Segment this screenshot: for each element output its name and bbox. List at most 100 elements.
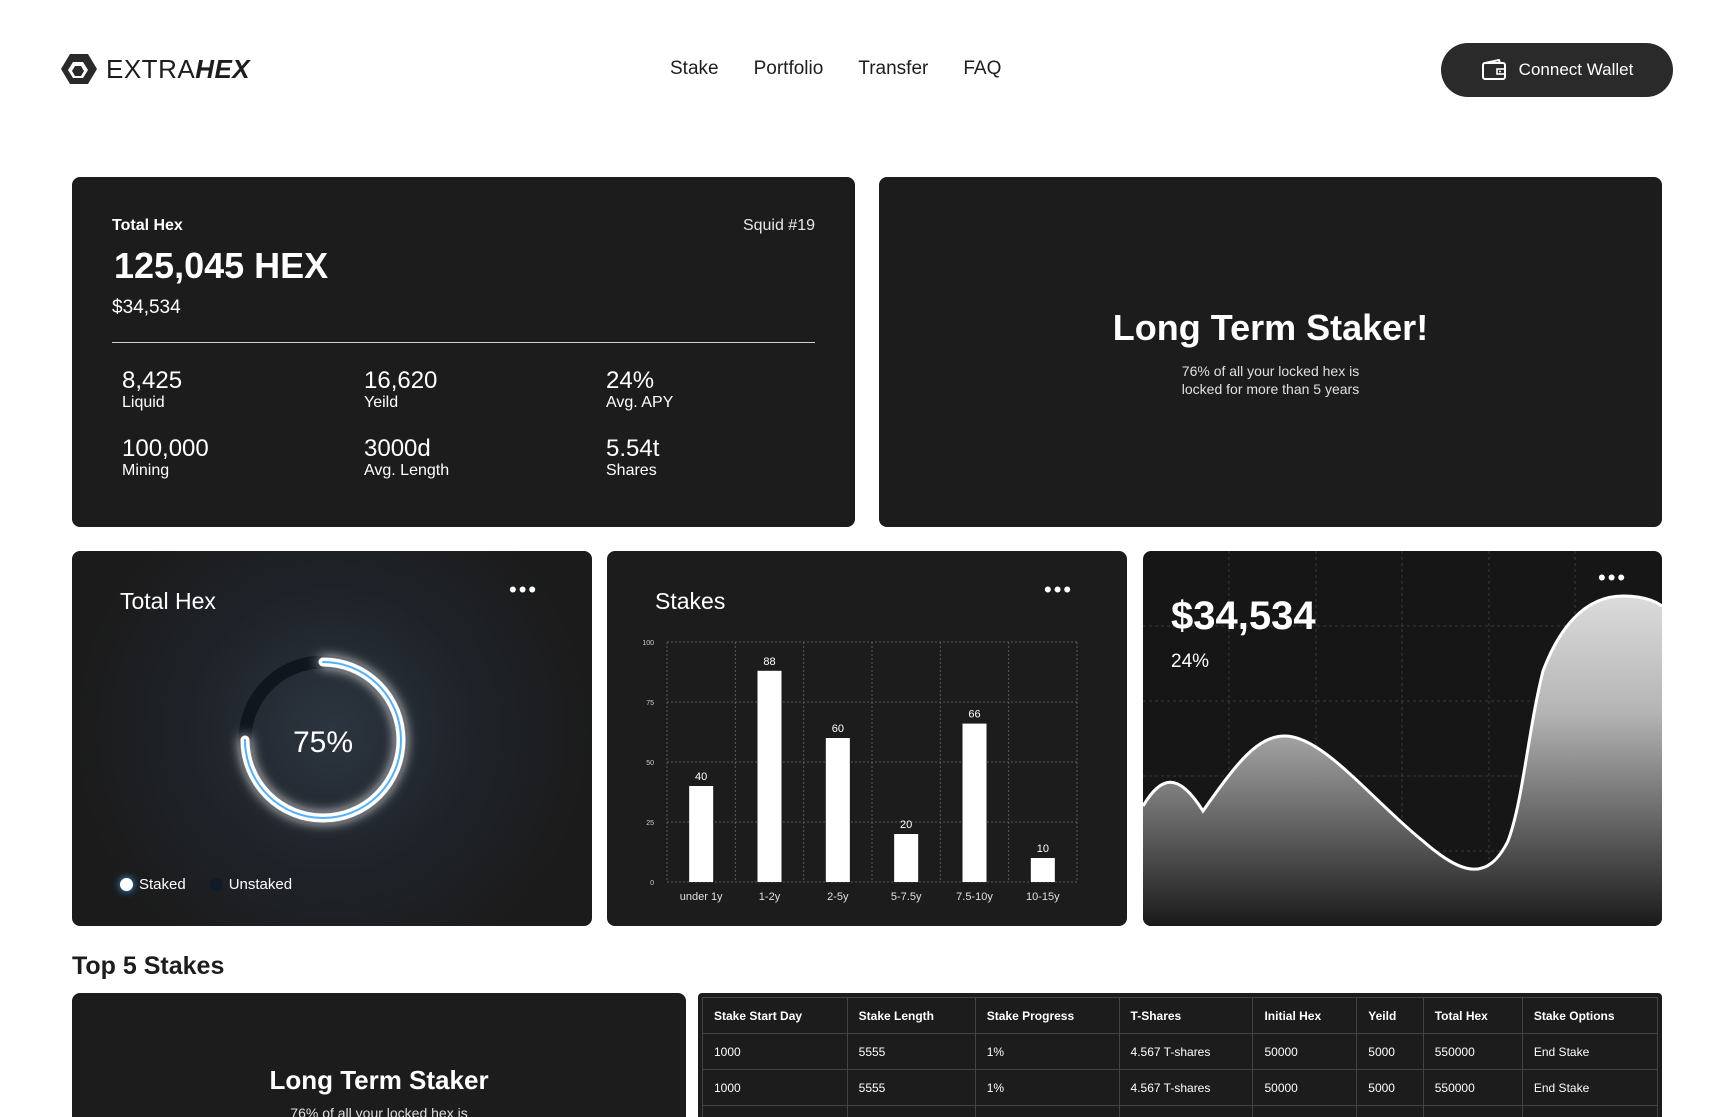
table-cell: 4.567 T-shares [1118, 1105, 1254, 1117]
top-stakes-table-container: Stake Start Day Stake Length Stake Progr… [698, 993, 1662, 1117]
nav-transfer[interactable]: Transfer [858, 58, 929, 79]
donut-staked-arc-glow [244, 661, 402, 819]
table-row: 1000 5555 1% 4.567 T-shares 50000 5000 5… [702, 1105, 1659, 1117]
stat-avg-apy: 24% Avg. APY [606, 368, 673, 412]
total-hex-amount: 125,045 HEX [114, 245, 329, 286]
legend-label: Staked [139, 876, 186, 893]
area-percent: 24% [1171, 651, 1210, 672]
table-cell: 4.567 T-shares [1118, 1069, 1254, 1106]
bottom-staker-title: Long Term Staker [269, 1065, 489, 1095]
divider [112, 342, 815, 343]
end-stake-button[interactable]: End Stake [1521, 1033, 1659, 1070]
area-fill [1143, 596, 1662, 926]
donut-chart: 75% [238, 655, 408, 825]
end-stake-button[interactable]: End Stake [1521, 1069, 1659, 1106]
area-value: $34,534 [1171, 594, 1316, 638]
value-area-chart [1143, 551, 1662, 926]
connect-wallet-button[interactable]: Connect Wallet [1441, 43, 1673, 97]
table-cell: 50000 [1252, 1069, 1358, 1106]
column-header: T-Shares [1118, 997, 1254, 1034]
x-tick-label: 7.5-10y [956, 891, 993, 903]
table-cell: 550000 [1422, 1033, 1523, 1070]
x-tick-label: 2-5y [827, 891, 849, 903]
table-cell: 4.567 T-shares [1118, 1033, 1254, 1070]
y-tick-label: 100 [642, 640, 654, 647]
legend-staked: Staked [120, 876, 186, 893]
y-tick-label: 50 [646, 760, 654, 767]
bar-value-label: 20 [900, 819, 912, 831]
donut-title: Total Hex [120, 588, 216, 614]
x-tick-label: 5-7.5y [891, 891, 922, 903]
table-row: 1000 5555 1% 4.567 T-shares 50000 5000 5… [702, 1069, 1659, 1106]
table-cell: 5555 [846, 1033, 976, 1070]
stat-label: Yeild [364, 394, 399, 411]
table-cell: 5555 [846, 1105, 976, 1117]
table-cell: 550000 [1422, 1105, 1523, 1117]
bar-value-label: 60 [832, 723, 844, 735]
bars-title: Stakes [655, 588, 726, 614]
table-cell: 5000 [1356, 1105, 1424, 1117]
table-cell: 1000 [702, 1069, 848, 1106]
bar-value-label: 40 [695, 771, 707, 783]
table-cell: 1% [974, 1033, 1120, 1070]
stat-value: 5.54t [606, 435, 660, 462]
total-hex-donut-card: Total Hex ••• 75% Staked Unstaked [72, 551, 592, 926]
brand-name: EXTRAHEX [106, 53, 251, 84]
table-cell: 5000 [1356, 1033, 1424, 1070]
more-options-icon[interactable]: ••• [1598, 565, 1628, 590]
area-line [1143, 594, 1662, 871]
table-cell: 550000 [1422, 1069, 1523, 1106]
bar-value-label: 66 [968, 709, 980, 721]
bar-value-label: 88 [763, 656, 775, 668]
staked-dot-icon [120, 878, 133, 891]
stat-value: 16,620 [364, 367, 438, 394]
table-header-row: Stake Start Day Stake Length Stake Progr… [702, 997, 1659, 1034]
nav-portfolio[interactable]: Portfolio [753, 58, 824, 79]
table-cell: 1% [974, 1105, 1120, 1117]
brand-logo[interactable]: EXTRAHEX [60, 52, 250, 86]
more-options-icon[interactable]: ••• [509, 577, 539, 602]
y-tick-label: 0 [650, 880, 654, 887]
bar-5-7-5y [894, 834, 919, 882]
end-stake-button[interactable]: End Stake [1521, 1105, 1659, 1117]
stat-mining: 100,000 Mining [122, 436, 209, 480]
long-term-staker-card-small: Long Term Staker 76% of all your locked … [72, 993, 686, 1117]
stat-label: Mining [122, 462, 170, 479]
column-header: Stake Options [1521, 997, 1659, 1034]
donut-percent: 75% [293, 726, 353, 759]
table-cell: 50000 [1252, 1105, 1358, 1117]
stat-shares: 5.54t Shares [606, 436, 659, 480]
long-term-staker-card: Long Term Staker! 76% of all your locked… [879, 177, 1662, 527]
donut-legend: Staked Unstaked [120, 876, 292, 893]
nav-faq[interactable]: FAQ [963, 58, 1002, 79]
main-nav: Stake Portfolio Transfer FAQ [670, 58, 1001, 80]
column-header: Stake Progress [974, 997, 1120, 1034]
bar-10-15y [1030, 858, 1055, 882]
top-stakes-table: Stake Start Day Stake Length Stake Progr… [702, 997, 1659, 1117]
column-header: Yeild [1356, 997, 1424, 1034]
value-area-card: $34,534 24% ••• [1143, 551, 1662, 926]
column-header: Stake Length [846, 997, 976, 1034]
stat-yeild: 16,620 Yeild [364, 368, 437, 412]
stat-value: 8,425 [122, 367, 183, 394]
more-options-icon[interactable]: ••• [1044, 577, 1074, 602]
table-cell: 1000 [702, 1033, 848, 1070]
hex-logo-icon [61, 54, 97, 84]
column-header: Total Hex [1422, 997, 1523, 1034]
bar-value-label: 10 [1037, 843, 1049, 855]
bar-2-5y [825, 738, 850, 882]
wallet-icon [1481, 59, 1506, 80]
x-tick-label: 10-15y [1026, 891, 1060, 903]
bottom-staker-subtitle: 76% of all your locked hex is [290, 1105, 468, 1117]
y-tick-label: 75 [646, 700, 654, 707]
bar-7-5-10y [962, 723, 987, 882]
staker-title: Long Term Staker! [1112, 307, 1429, 348]
column-header: Initial Hex [1252, 997, 1358, 1034]
top-stakes-title: Top 5 Stakes [72, 952, 225, 980]
stat-avg-length: 3000d Avg. Length [364, 436, 449, 480]
table-cell: 1% [974, 1069, 1120, 1106]
nav-stake[interactable]: Stake [670, 58, 719, 79]
table-cell: 50000 [1252, 1033, 1358, 1070]
legend-unstaked: Unstaked [209, 876, 292, 893]
bar-under-1y [689, 786, 714, 882]
